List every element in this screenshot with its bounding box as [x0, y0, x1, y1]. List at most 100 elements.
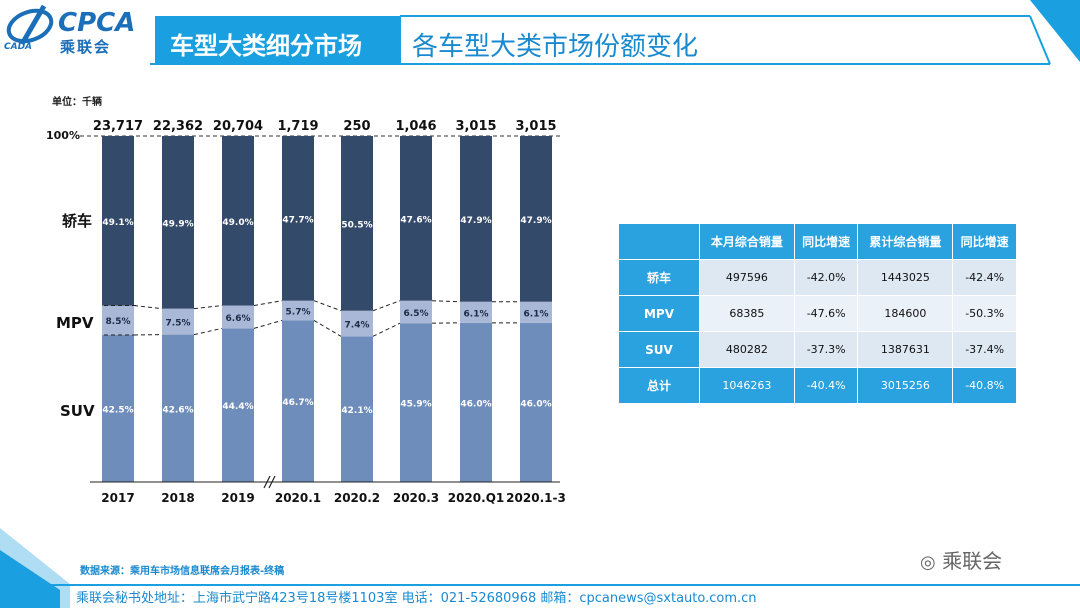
axis-break-mark: [268, 475, 276, 489]
table-row: SUV 480282 -37.3% 1387631 -37.4%: [619, 331, 1017, 368]
footer-bar: [0, 584, 1080, 586]
bar-value-label: 7.5%: [166, 319, 191, 329]
bar-total-label: 23,717: [93, 119, 143, 134]
bar-value-label: 8.5%: [106, 317, 131, 327]
bar-segment-轿车: [282, 136, 314, 301]
table-cell: 184600: [857, 295, 954, 332]
bar-value-label: 6.6%: [226, 314, 251, 324]
table-cell: -42.0%: [794, 259, 859, 296]
wechat-watermark: ◎ 乘联会: [920, 545, 1002, 574]
section-title: 车型大类细分市场: [170, 32, 362, 60]
table-header-cell: 本月综合销量: [699, 224, 795, 260]
bar-segment-MPV: [460, 301, 492, 323]
logo-cn: 乘联会: [60, 38, 112, 56]
axis-break-mark: [263, 475, 271, 489]
bar-segment-MPV: [282, 300, 314, 321]
footer-address: 乘联会秘书处地址：上海市武宁路423号18号楼1103室 电话：021-5268…: [76, 591, 757, 606]
data-source: 数据来源：乘用车市场信息联席会月报表-终稿: [80, 566, 285, 577]
bar-segment-MPV: [102, 305, 134, 335]
bar-value-label: 6.1%: [464, 309, 489, 319]
table-row: 轿车 497596 -42.0% 1443025 -42.4%: [619, 259, 1017, 296]
bar-total-label: 3,015: [515, 119, 556, 134]
wechat-label: 乘联会: [942, 549, 1003, 573]
table-header-cell: [619, 224, 700, 260]
series-connector-line: [253, 300, 283, 307]
x-tick-label: 2020.1: [275, 491, 321, 505]
bar-segment-SUV: [460, 322, 492, 482]
bar-segment-SUV: [282, 320, 314, 482]
bar-segment-轿车: [460, 136, 492, 302]
legend-sedan: 轿车: [62, 212, 93, 230]
bar-value-label: 47.9%: [520, 216, 551, 226]
bar-value-label: 46.7%: [282, 398, 313, 408]
bar-value-label: 47.9%: [460, 216, 491, 226]
x-tick-label: 2020.1-3: [506, 491, 566, 505]
bar-segment-轿车: [400, 136, 432, 301]
table-cell: -42.4%: [952, 259, 1017, 296]
bar-segment-SUV: [341, 336, 373, 482]
row-label: 总计: [619, 367, 700, 404]
unit-label: 单位：千辆: [52, 97, 102, 108]
x-tick-label: 2020.3: [393, 491, 439, 505]
bar-total-label: 1,719: [277, 119, 318, 134]
bar-value-label: 7.4%: [345, 321, 370, 331]
bar-segment-轿车: [162, 136, 194, 309]
table-cell: -40.4%: [794, 367, 859, 404]
table-cell: -37.3%: [794, 331, 859, 368]
bar-value-label: 42.5%: [102, 405, 133, 415]
bar-value-label: 49.1%: [102, 218, 133, 228]
bar-segment-MPV: [520, 301, 552, 323]
bar-value-label: 6.1%: [524, 309, 549, 319]
series-connector-line: [313, 300, 342, 312]
bar-value-label: 5.7%: [286, 308, 311, 318]
table-cell: 1387631: [857, 331, 954, 368]
stacked-bar-chart: 42.5% 8.5% 49.1% 23,717 2017 42.6% 7.5% 49.9% 22…: [80, 119, 566, 505]
bar-total-label: 250: [343, 119, 370, 134]
bar-value-label: 49.0%: [222, 218, 253, 228]
wechat-icon: ◎: [920, 552, 936, 573]
bar-segment-轿车: [102, 136, 134, 306]
x-tick-label: 2017: [101, 491, 134, 505]
x-tick-label: 2019: [221, 491, 254, 505]
bar-segment-SUV: [222, 328, 254, 482]
x-tick-label: 2020.2: [334, 491, 380, 505]
row-label: MPV: [619, 295, 700, 332]
legend-mpv: MPV: [56, 314, 94, 332]
page-title: 各车型大类市场份额变化: [412, 32, 699, 62]
series-connector-line: [133, 305, 163, 310]
bar-value-label: 44.4%: [222, 402, 253, 412]
series-connector-line: [313, 319, 342, 337]
legend-suv: SUV: [60, 402, 95, 420]
table-cell: 1046263: [699, 367, 795, 404]
series-connector-line: [193, 305, 223, 310]
bar-value-label: 49.9%: [162, 219, 193, 229]
logo-sub: CADA: [4, 42, 33, 52]
bar-segment-MPV: [400, 300, 432, 324]
bar-value-label: 42.6%: [162, 405, 193, 415]
row-label: 轿车: [619, 259, 700, 296]
bar-segment-SUV: [400, 323, 432, 482]
bar-segment-轿车: [222, 136, 254, 306]
bar-value-label: 47.6%: [400, 215, 431, 225]
bar-value-label: 47.7%: [282, 215, 313, 225]
table-cell: 497596: [699, 259, 795, 296]
bar-total-label: 22,362: [153, 119, 203, 134]
series-connector-line: [193, 327, 223, 336]
table-cell: 1443025: [857, 259, 954, 296]
series-connector-line: [372, 300, 401, 312]
bar-total-label: 1,046: [395, 119, 436, 134]
bar-value-label: 50.5%: [341, 220, 372, 230]
table-header-row: 本月综合销量 同比增速 累计综合销量 同比增速: [619, 224, 1017, 260]
bar-total-label: 20,704: [213, 119, 263, 134]
row-label: SUV: [619, 331, 700, 368]
logo-text: CPCA: [58, 8, 136, 38]
table-cell: 3015256: [857, 367, 954, 404]
table-cell: -37.4%: [952, 331, 1017, 368]
series-connector-line: [253, 319, 283, 329]
table-header-cell: 累计综合销量: [857, 224, 954, 260]
table-total-row: 总计 1046263 -40.4% 3015256 -40.8%: [619, 367, 1017, 404]
bar-segment-MPV: [162, 308, 194, 335]
table-cell: -40.8%: [952, 367, 1017, 404]
x-tick-label: 2018: [161, 491, 194, 505]
cpca-logo: CPCA 乘联会 CADA: [0, 0, 150, 58]
